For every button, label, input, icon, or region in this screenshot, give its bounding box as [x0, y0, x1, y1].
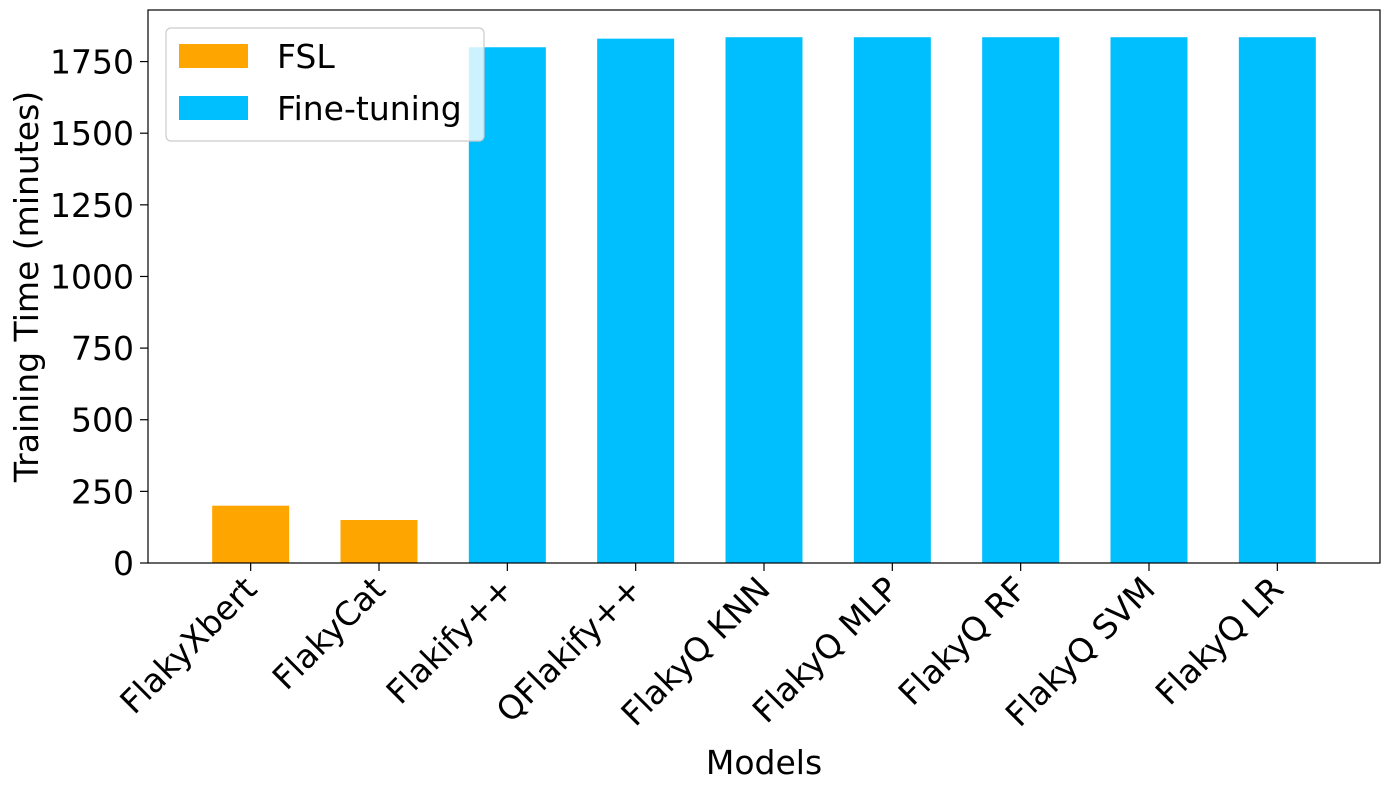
x-axis-label: Models	[706, 743, 822, 782]
legend-swatch-fine-tuning	[179, 96, 248, 120]
y-axis: 0 250 500 750 1000 1250 1500 1750	[50, 43, 148, 583]
bar-flakyq-lr	[1238, 37, 1316, 563]
y-tick-label: 1500	[50, 114, 134, 153]
legend-swatch-fsl	[179, 44, 248, 68]
plot-frame	[147, 9, 1381, 564]
y-tick-label: 1750	[50, 43, 134, 82]
y-tick-label: 0	[113, 544, 134, 583]
y-tick-label: 1250	[50, 186, 134, 225]
bar-flakycat	[340, 520, 418, 563]
legend-label-fsl: FSL	[277, 37, 335, 76]
x-tick-label: FlakyQ LR	[1148, 569, 1291, 712]
bar-flakyq-svm	[1110, 37, 1188, 563]
y-tick-label: 500	[71, 401, 134, 440]
x-tick-label: FlakyCat	[265, 569, 393, 697]
legend: FSL Fine-tuning	[165, 27, 485, 142]
bar-flakyxbert	[212, 505, 290, 563]
y-tick-label: 1000	[50, 257, 134, 296]
y-tick-label: 250	[71, 472, 134, 511]
y-tick-label: 750	[71, 329, 134, 368]
y-axis-label: Training Time (minutes)	[7, 91, 46, 483]
bars-group	[212, 37, 1316, 564]
bar-flakyq-mlp	[853, 37, 931, 563]
legend-label-fine-tuning: Fine-tuning	[277, 89, 462, 128]
bar-flakyq-rf	[982, 37, 1060, 563]
bar-flakyq-knn	[725, 37, 803, 563]
bar-qflakify	[597, 38, 675, 564]
x-tick-label: FlakyXbert	[112, 569, 264, 721]
x-axis: FlakyXbert FlakyCatFlakify++QFlakify++Fla…	[112, 563, 1291, 734]
